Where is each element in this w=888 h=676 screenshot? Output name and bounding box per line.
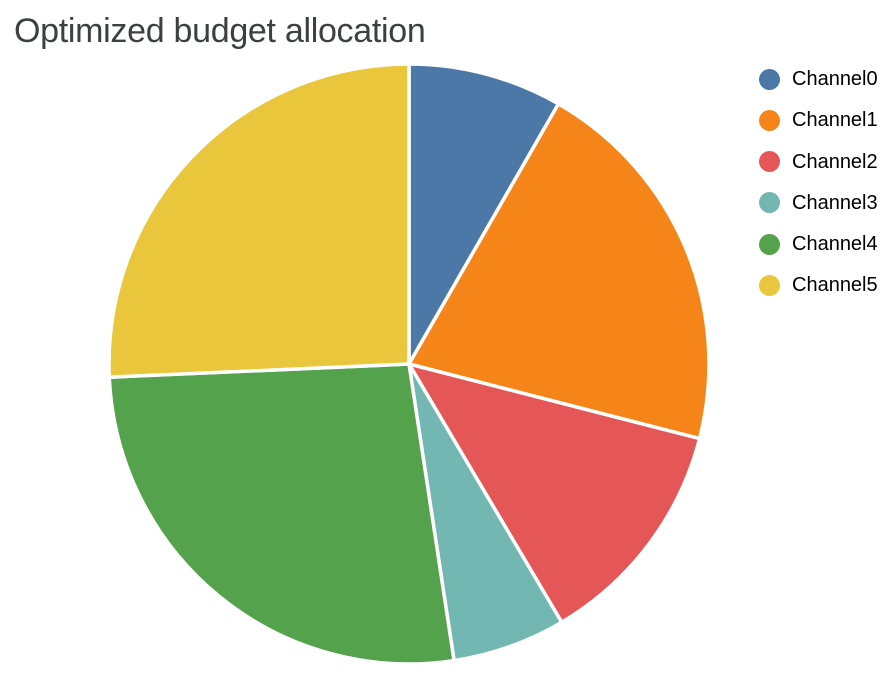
chart-title: Optimized budget allocation bbox=[14, 12, 426, 50]
pie-slice-channel4 bbox=[107, 362, 456, 666]
legend-item-channel5: Channel5 bbox=[759, 273, 878, 297]
pie-slice-channel2 bbox=[407, 362, 702, 624]
legend-item-channel2: Channel2 bbox=[759, 150, 878, 174]
legend-label: Channel3 bbox=[792, 191, 878, 214]
legend-label: Channel5 bbox=[792, 274, 878, 297]
pie-slice-channel5 bbox=[107, 62, 411, 379]
legend-swatch-icon bbox=[759, 274, 780, 296]
legend-item-channel4: Channel4 bbox=[759, 232, 878, 256]
legend-swatch-icon bbox=[759, 109, 780, 131]
legend-item-channel1: Channel1 bbox=[759, 108, 878, 132]
legend: Channel0 Channel1 Channel2 Channel3 Chan… bbox=[759, 67, 878, 315]
legend-label: Channel1 bbox=[792, 109, 878, 132]
pie-slice-channel0 bbox=[407, 62, 561, 366]
legend-label: Channel2 bbox=[792, 150, 878, 173]
legend-swatch-icon bbox=[759, 233, 780, 255]
legend-swatch-icon bbox=[759, 68, 780, 90]
legend-label: Channel4 bbox=[792, 233, 878, 256]
legend-item-channel3: Channel3 bbox=[759, 191, 878, 215]
legend-label: Channel0 bbox=[792, 68, 878, 90]
legend-swatch-icon bbox=[759, 151, 780, 173]
legend-swatch-icon bbox=[759, 192, 780, 214]
legend-item-channel0: Channel0 bbox=[759, 67, 878, 91]
pie-slice-channel1 bbox=[407, 102, 711, 441]
